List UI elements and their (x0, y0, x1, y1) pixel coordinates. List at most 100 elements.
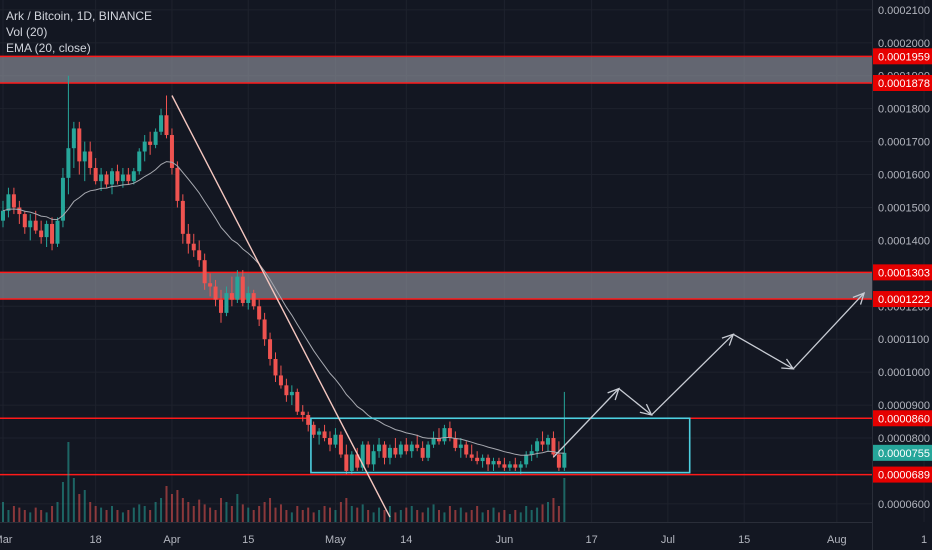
candle-body (546, 438, 550, 445)
candle-body (507, 464, 512, 468)
candle-body (268, 339, 273, 359)
volume-bar (203, 504, 206, 522)
volume-bar (481, 512, 484, 522)
volume-bar (78, 494, 81, 522)
volume-bar (279, 504, 282, 522)
candle-body (486, 457, 491, 465)
volume-bar (192, 506, 195, 522)
volume-bar (378, 507, 381, 522)
volume-bar (541, 504, 544, 522)
volume-bar (361, 504, 364, 522)
candle-body (17, 207, 22, 215)
volume-indicator-label[interactable]: Vol (20) (6, 25, 48, 39)
volume-bar (323, 506, 326, 522)
volume-bar (127, 510, 130, 522)
candle-body (22, 214, 27, 228)
volume-bar (448, 506, 451, 522)
candle-body (311, 424, 316, 435)
volume-bar (552, 498, 555, 522)
ema-line (2, 161, 565, 456)
price-label-background (873, 444, 932, 461)
volume-bar (23, 510, 26, 522)
candle-body (469, 454, 474, 458)
volume-bar (427, 507, 430, 522)
consolidation-box (310, 417, 691, 474)
volume-bars (2, 442, 566, 522)
candle-body (93, 167, 98, 182)
volume-bar (367, 510, 370, 522)
candle-body (240, 276, 245, 303)
volume-bar (269, 498, 272, 522)
candle-body (458, 444, 463, 448)
candle-body (442, 428, 447, 442)
candle-body (556, 454, 561, 468)
volume-bar (121, 512, 124, 522)
resistance-zone (0, 272, 872, 300)
volume-bar (143, 506, 146, 522)
volume-bar (492, 507, 495, 522)
candle-body (317, 431, 322, 435)
ema-indicator-label[interactable]: EMA (20, close) (6, 41, 91, 55)
candle-body (229, 293, 234, 300)
candle-body (137, 151, 142, 172)
candle-body (88, 151, 93, 168)
candle-body (377, 444, 382, 452)
candle-body (257, 306, 262, 320)
volume-bar (61, 482, 64, 522)
volume-bar (18, 507, 21, 522)
price-label: 0.0001878 (878, 78, 930, 90)
volume-bar (497, 512, 500, 522)
candle-body (251, 293, 256, 307)
candle-body (11, 194, 16, 208)
x-tick-label: 15 (242, 534, 254, 546)
candle-body (153, 131, 158, 145)
price-labels: 0.0001959 0.0001878 0.0001303 0.0001222 0.00… (873, 48, 932, 483)
volume-bar (312, 512, 315, 522)
candle-body (333, 434, 338, 445)
candle-body (6, 194, 11, 211)
candle-body (382, 444, 387, 458)
volume-bar (443, 512, 446, 522)
candle-body (431, 438, 436, 445)
drawings (171, 95, 866, 518)
candle-body (513, 464, 518, 468)
volume-bar (225, 502, 228, 522)
candle-body (82, 151, 87, 162)
candle-body (322, 431, 327, 439)
volume-bar (154, 502, 157, 522)
volume-bar (198, 499, 201, 522)
volume-bar (421, 512, 424, 522)
candle-body (278, 375, 283, 386)
volume-bar (187, 502, 190, 522)
candle-body (131, 171, 136, 182)
volume-bar (176, 490, 179, 522)
trendline (171, 95, 391, 518)
volume-bar (459, 507, 462, 522)
candle-body (540, 441, 545, 445)
chart-title: Ark / Bitcoin, 1D, BINANCE (6, 9, 153, 23)
candle-body (213, 286, 218, 300)
candle-body (284, 385, 289, 396)
volume-bar (138, 504, 141, 522)
y-tick-label: 0.0002100 (878, 5, 930, 17)
volume-bar (470, 510, 473, 522)
price-label: 0.0000755 (878, 448, 930, 460)
candle-body (360, 444, 365, 468)
volume-bar (296, 506, 299, 522)
volume-bar (438, 510, 440, 522)
price-label-background (873, 291, 932, 308)
candle-body (349, 454, 354, 471)
candle-body (148, 141, 153, 145)
volume-bar (416, 510, 419, 522)
volume-bar (394, 512, 397, 522)
candle-body (104, 174, 109, 185)
volume-bar (29, 512, 32, 522)
x-tick-label: 17 (585, 534, 597, 546)
x-tick-label: 14 (400, 534, 412, 546)
resistance-zone (0, 56, 872, 83)
volume-bar (454, 510, 457, 522)
volume-bar (89, 502, 92, 522)
y-tick-label: 0.0001600 (878, 170, 930, 182)
candle-body (142, 141, 147, 152)
